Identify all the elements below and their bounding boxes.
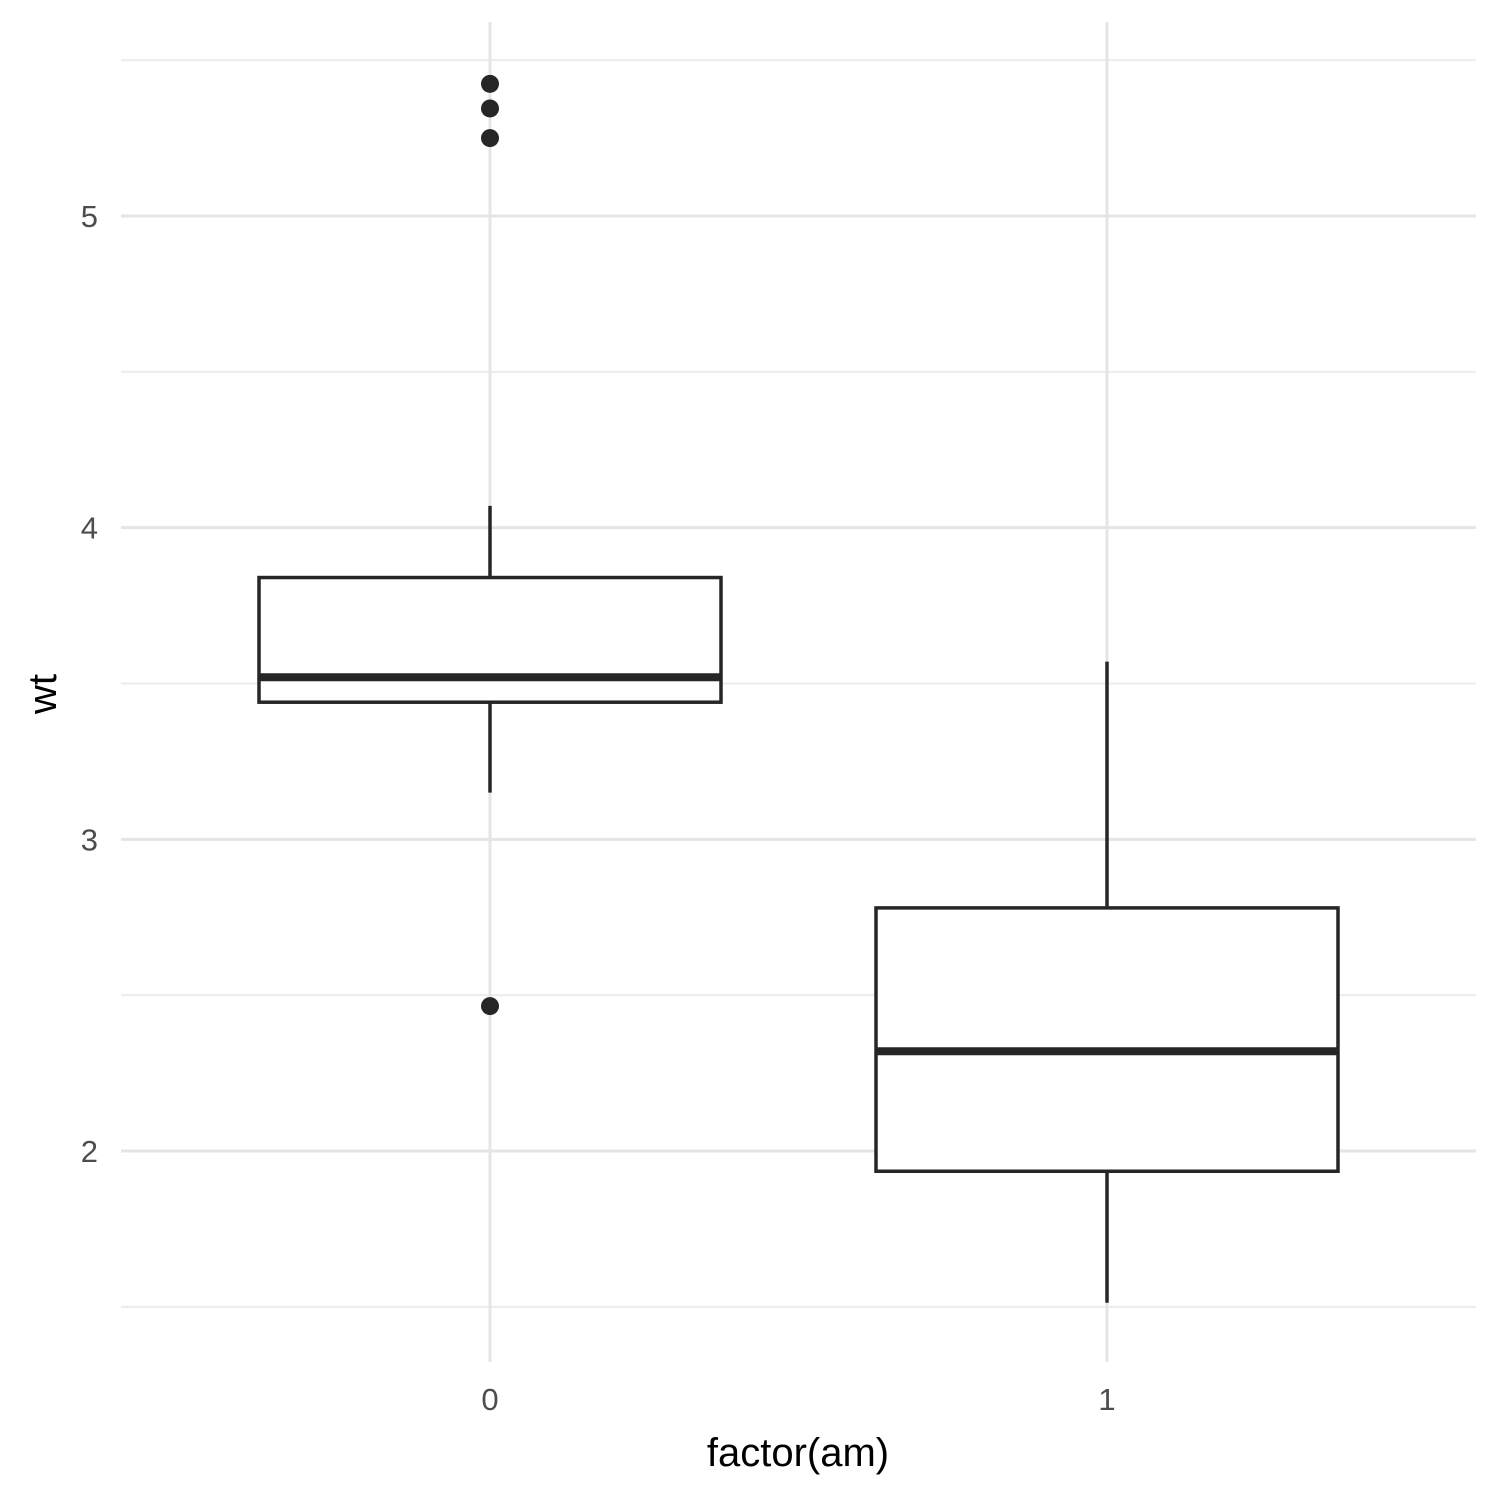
x-axis-title: factor(am) (707, 1431, 889, 1475)
y-tick-label: 5 (81, 199, 98, 234)
box-group-1 (874, 661, 1340, 1303)
x-tick-label: 1 (1098, 1382, 1115, 1417)
boxes-layer (257, 74, 1340, 1303)
box-iqr (257, 575, 723, 704)
y-axis-title: wt (21, 674, 65, 715)
y-tick-label: 2 (81, 1134, 98, 1169)
outlier-point (481, 99, 499, 118)
outlier-point (481, 129, 499, 148)
y-tick-label: 4 (81, 511, 98, 546)
y-tick-label: 3 (81, 822, 98, 857)
x-tick-label: 0 (481, 1382, 498, 1417)
box-iqr (874, 906, 1340, 1174)
box-group-0 (257, 74, 723, 1016)
y-tick-labels: 2 3 4 5 (81, 199, 98, 1169)
outlier-point (481, 74, 499, 93)
outlier-point (481, 997, 499, 1016)
